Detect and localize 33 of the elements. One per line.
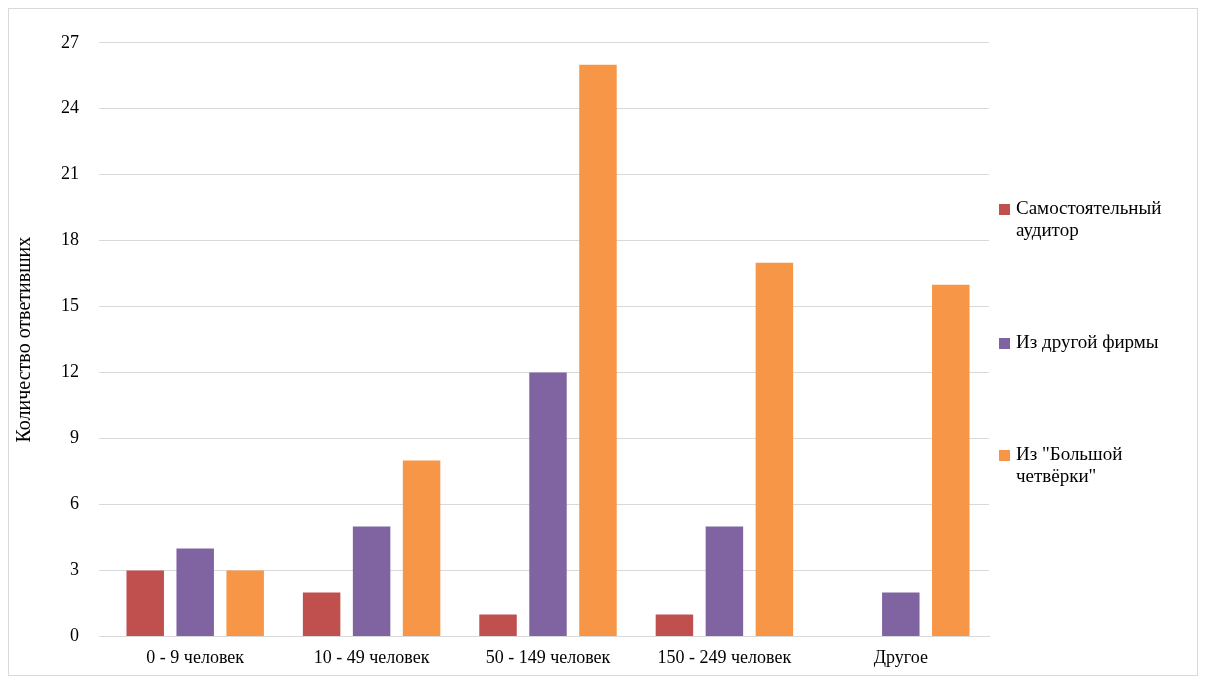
y-tick-label: 21 [61, 163, 79, 184]
y-tick-label: 18 [61, 229, 79, 250]
y-tick-label: 3 [70, 559, 79, 580]
bar [655, 614, 694, 636]
bar [755, 262, 794, 636]
y-axis-title: Количество ответивших [12, 236, 35, 443]
bar [705, 526, 744, 636]
bar [932, 284, 970, 636]
bar [479, 614, 517, 636]
y-tick-label: 12 [61, 361, 79, 382]
y-tick-label: 6 [70, 493, 79, 514]
bar [579, 64, 617, 636]
x-tick-label: 50 - 149 человек [485, 646, 611, 667]
y-tick-label: 9 [70, 427, 79, 448]
bar [302, 592, 341, 636]
bar [402, 460, 441, 636]
y-tick-label: 15 [61, 295, 79, 316]
bar [352, 526, 391, 636]
bar [126, 570, 164, 636]
x-tick-label: 10 - 49 человек [313, 646, 430, 667]
legend-label: Из другой фирмы [1016, 331, 1159, 353]
x-tick-label: Другое [873, 646, 928, 667]
bar [529, 372, 567, 636]
y-tick-label: 0 [70, 625, 79, 646]
legend-label: Самостоятельный аудитор [1016, 197, 1163, 241]
bar [882, 592, 920, 636]
x-tick-label: 150 - 249 человек [657, 646, 792, 667]
bar [226, 570, 264, 636]
x-tick-label: 0 - 9 человек [146, 646, 245, 667]
bar [176, 548, 214, 636]
y-tick-label: 24 [61, 97, 79, 118]
y-tick-label: 27 [61, 31, 79, 52]
legend-label: Из "Большой четвёрки" [1016, 443, 1124, 487]
